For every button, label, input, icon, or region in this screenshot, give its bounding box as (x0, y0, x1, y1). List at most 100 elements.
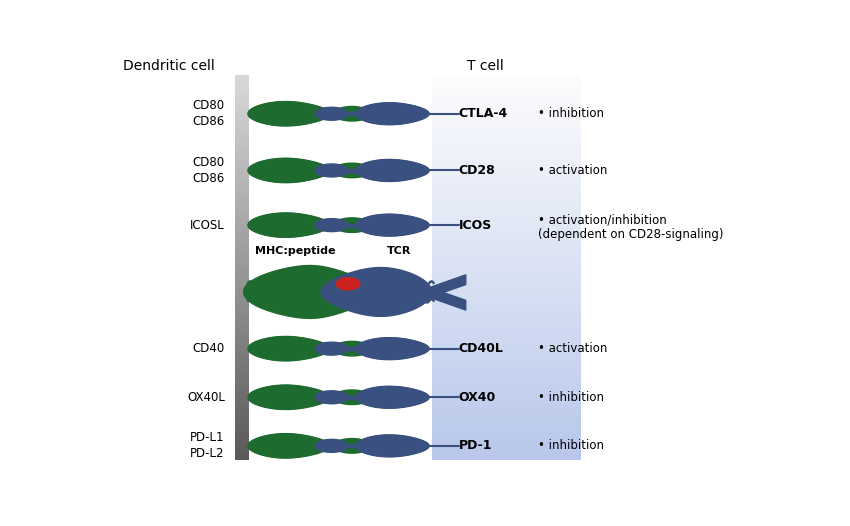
Text: CTLA-4: CTLA-4 (459, 107, 508, 120)
Bar (235, 365, 249, 368)
Bar (235, 296, 249, 298)
Bar (235, 157, 249, 160)
Bar (235, 165, 249, 168)
Bar (433, 265, 581, 268)
Bar (235, 455, 249, 458)
Polygon shape (356, 386, 429, 408)
Bar (235, 437, 249, 440)
Bar (433, 132, 581, 134)
Bar (433, 80, 581, 83)
Text: CD40L: CD40L (459, 342, 503, 355)
Bar (433, 414, 581, 417)
Bar (433, 142, 581, 145)
Bar (235, 419, 249, 421)
Text: • activation: • activation (538, 164, 607, 177)
Bar (433, 255, 581, 257)
Bar (235, 444, 249, 447)
Bar (433, 221, 581, 224)
Bar (235, 386, 249, 388)
Bar (235, 283, 249, 286)
Bar (235, 355, 249, 358)
Bar (433, 119, 581, 122)
Bar (235, 280, 249, 283)
Bar (235, 224, 249, 227)
Bar (235, 250, 249, 252)
Bar (433, 155, 581, 157)
Bar (433, 393, 581, 396)
Bar (433, 317, 581, 319)
Bar (433, 191, 581, 193)
Bar (433, 186, 581, 188)
Bar (433, 150, 581, 152)
Bar (235, 219, 249, 221)
Bar (235, 201, 249, 204)
Bar (433, 198, 581, 201)
Bar (433, 247, 581, 250)
Bar (235, 260, 249, 262)
Bar (433, 214, 581, 216)
Bar (433, 450, 581, 452)
Bar (433, 204, 581, 206)
Polygon shape (315, 164, 348, 177)
Bar (235, 80, 249, 83)
Bar (235, 147, 249, 150)
Bar (235, 358, 249, 360)
Bar (433, 291, 581, 294)
Bar (235, 170, 249, 173)
Bar (235, 214, 249, 216)
Bar (235, 321, 249, 324)
Bar (235, 319, 249, 321)
Text: CD40: CD40 (193, 342, 224, 355)
Bar (433, 417, 581, 419)
Bar (235, 314, 249, 317)
Bar (433, 429, 581, 432)
Bar (235, 393, 249, 396)
Bar (433, 329, 581, 332)
Bar (433, 409, 581, 411)
Bar (235, 265, 249, 268)
Bar (235, 252, 249, 255)
Bar (235, 298, 249, 301)
Bar (433, 347, 581, 350)
Bar (433, 86, 581, 88)
Bar (433, 360, 581, 362)
Bar (235, 447, 249, 450)
Bar (235, 409, 249, 411)
Polygon shape (336, 278, 360, 290)
Bar (433, 391, 581, 393)
Bar (235, 232, 249, 234)
Bar (433, 234, 581, 237)
Bar (433, 152, 581, 155)
Bar (433, 396, 581, 399)
Bar (433, 114, 581, 116)
Bar (433, 304, 581, 306)
Polygon shape (248, 102, 330, 126)
Bar (433, 229, 581, 232)
Polygon shape (333, 106, 371, 121)
Bar (235, 362, 249, 365)
Polygon shape (315, 391, 348, 404)
Bar (433, 362, 581, 365)
Bar (433, 111, 581, 114)
Bar (235, 417, 249, 419)
Bar (235, 399, 249, 401)
Bar (235, 160, 249, 163)
Bar (235, 401, 249, 403)
Bar (235, 288, 249, 291)
Polygon shape (333, 390, 371, 404)
Bar (235, 206, 249, 209)
Bar (235, 309, 249, 311)
Bar (433, 332, 581, 335)
Bar (433, 403, 581, 406)
Bar (235, 106, 249, 108)
Bar (235, 122, 249, 124)
Bar (235, 391, 249, 393)
Bar (433, 411, 581, 414)
Bar (235, 221, 249, 224)
Bar (235, 216, 249, 219)
Bar (235, 129, 249, 132)
Bar (235, 245, 249, 247)
Bar (235, 175, 249, 178)
Bar (235, 352, 249, 355)
Bar (433, 444, 581, 447)
